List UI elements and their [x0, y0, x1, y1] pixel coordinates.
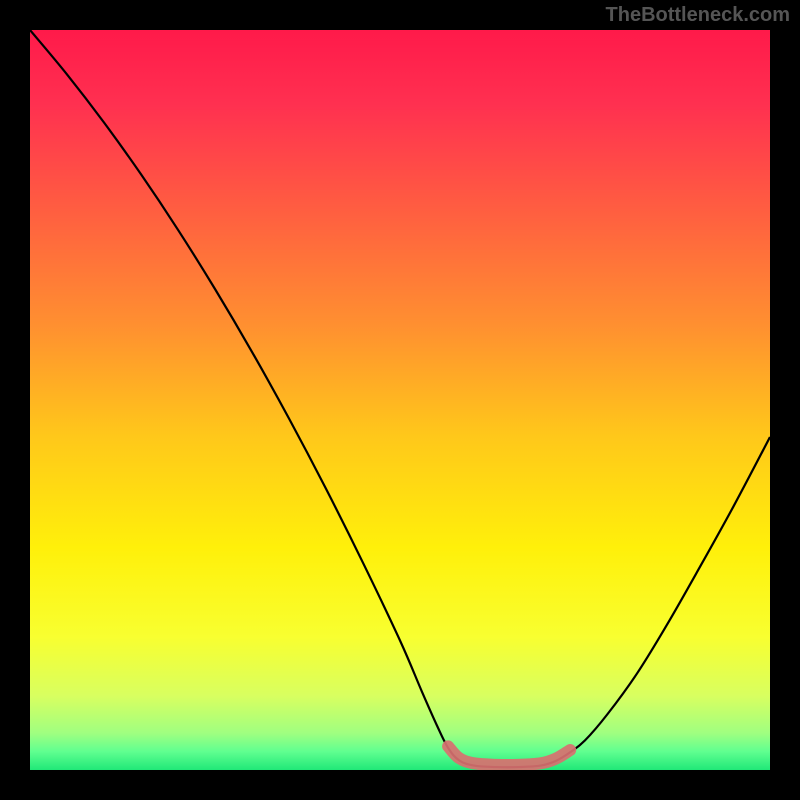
watermark-text: TheBottleneck.com — [606, 4, 790, 27]
chart-container: TheBottleneck.com — [0, 0, 800, 800]
plot-area — [30, 30, 770, 770]
bottleneck-chart — [30, 30, 770, 770]
